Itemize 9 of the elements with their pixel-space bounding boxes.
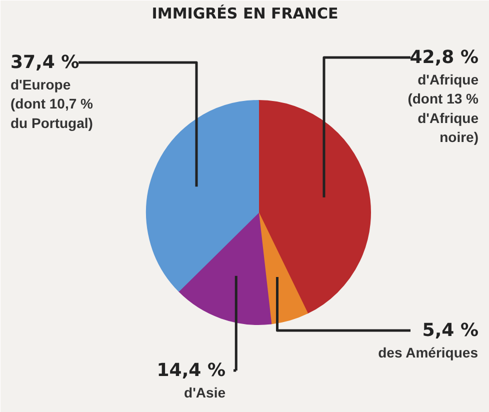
- slice-label: des Amériques: [378, 344, 478, 360]
- data-label: 5,4 %: [422, 320, 479, 341]
- slice-label: d'Europe (dont 10,7 % du Portugal): [10, 76, 94, 131]
- chart-title: IMMIGRÉS EN FRANCE: [152, 4, 338, 22]
- slice-label: d'Asie: [184, 384, 226, 400]
- slice-label: d'Afrique (dont 13 % d'Afrique noire): [408, 72, 480, 146]
- data-label: 14,4 %: [156, 360, 226, 381]
- data-label: 42,8 %: [410, 47, 479, 68]
- data-label: 37,4 %: [10, 52, 80, 73]
